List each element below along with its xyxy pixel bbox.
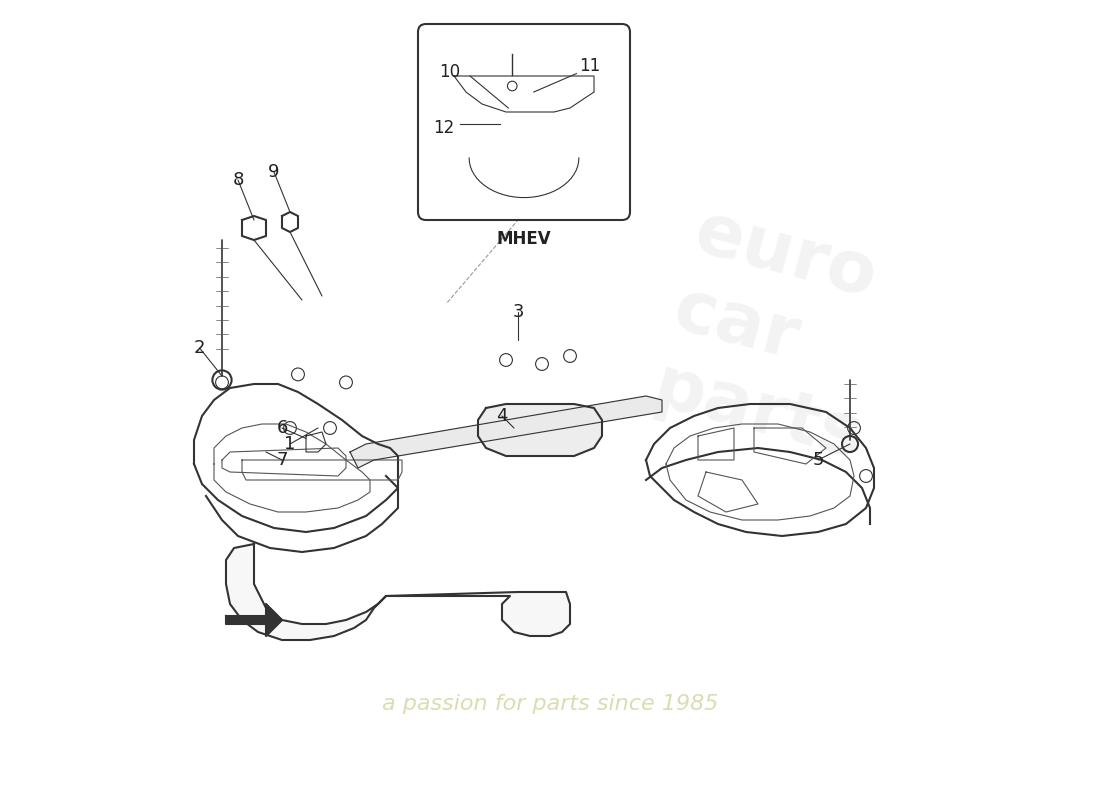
Text: 10: 10 <box>439 63 461 81</box>
Polygon shape <box>226 604 282 636</box>
Text: 12: 12 <box>433 119 454 137</box>
Text: MHEV: MHEV <box>497 230 551 248</box>
Text: 4: 4 <box>496 407 508 425</box>
Polygon shape <box>478 404 602 456</box>
Text: 6: 6 <box>276 419 288 437</box>
Text: 8: 8 <box>232 171 244 189</box>
Text: euro
car
parts: euro car parts <box>646 198 912 474</box>
Text: 9: 9 <box>268 163 279 181</box>
Text: 7: 7 <box>276 451 288 469</box>
Polygon shape <box>350 396 662 468</box>
Text: 2: 2 <box>194 339 206 357</box>
Text: 3: 3 <box>513 303 524 321</box>
Text: 11: 11 <box>580 57 601 74</box>
Text: a passion for parts since 1985: a passion for parts since 1985 <box>382 694 718 714</box>
FancyBboxPatch shape <box>418 24 630 220</box>
Polygon shape <box>226 544 570 640</box>
Text: 5: 5 <box>812 451 824 469</box>
Text: 1: 1 <box>284 435 296 453</box>
